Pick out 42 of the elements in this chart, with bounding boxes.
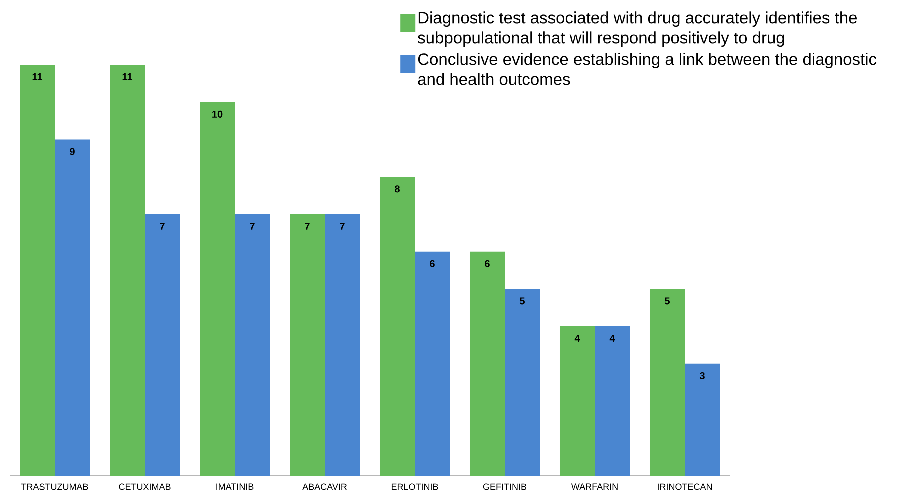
data-label: 7 <box>305 222 310 230</box>
bar <box>325 214 360 476</box>
bar <box>290 214 325 476</box>
bar <box>415 252 450 476</box>
bar <box>380 177 415 476</box>
bar <box>505 289 540 476</box>
x-tick-label: IRINOTECAN <box>658 484 712 490</box>
data-label: 4 <box>574 335 580 342</box>
bar <box>560 326 595 476</box>
bar <box>650 289 685 476</box>
data-label: 11 <box>32 74 43 80</box>
bar <box>20 64 55 476</box>
data-label: 5 <box>520 298 526 305</box>
data-label: 7 <box>340 222 345 230</box>
bar <box>55 140 90 476</box>
x-tick-label: IMATINIB <box>216 484 254 490</box>
bar <box>110 64 145 476</box>
bar <box>685 364 720 476</box>
x-tick-label: CETUXIMAB <box>119 484 171 490</box>
bar <box>235 214 270 476</box>
data-label: 8 <box>395 186 400 193</box>
data-label: 6 <box>430 260 435 268</box>
data-label: 4 <box>610 335 616 342</box>
data-label: 5 <box>665 298 670 305</box>
data-label: 3 <box>700 372 705 380</box>
data-label: 10 <box>212 110 223 118</box>
data-label: 7 <box>250 222 255 230</box>
x-tick-label: ABACAVIR <box>302 484 348 490</box>
x-tick-label: GEFITINIB <box>483 484 527 490</box>
legend-label: Diagnostic test associated with drug accurately identifies the subpopulational that will respond positively to drug <box>418 12 858 48</box>
x-tick-label: ERLOTINIB <box>392 484 438 490</box>
bar <box>200 102 235 476</box>
legend-label: Conclusive evidence establishing a link between the diagnostic and health outcomes <box>418 53 877 86</box>
data-label: 7 <box>160 222 165 230</box>
x-tick-label: WARFARIN <box>571 484 618 490</box>
data-label: 6 <box>485 260 490 268</box>
bar <box>145 214 180 476</box>
bar <box>470 252 505 476</box>
x-tick-label: TRASTUZUMAB <box>21 484 88 490</box>
data-label: 11 <box>122 74 133 80</box>
bar <box>595 326 630 476</box>
data-label: 9 <box>70 148 75 156</box>
